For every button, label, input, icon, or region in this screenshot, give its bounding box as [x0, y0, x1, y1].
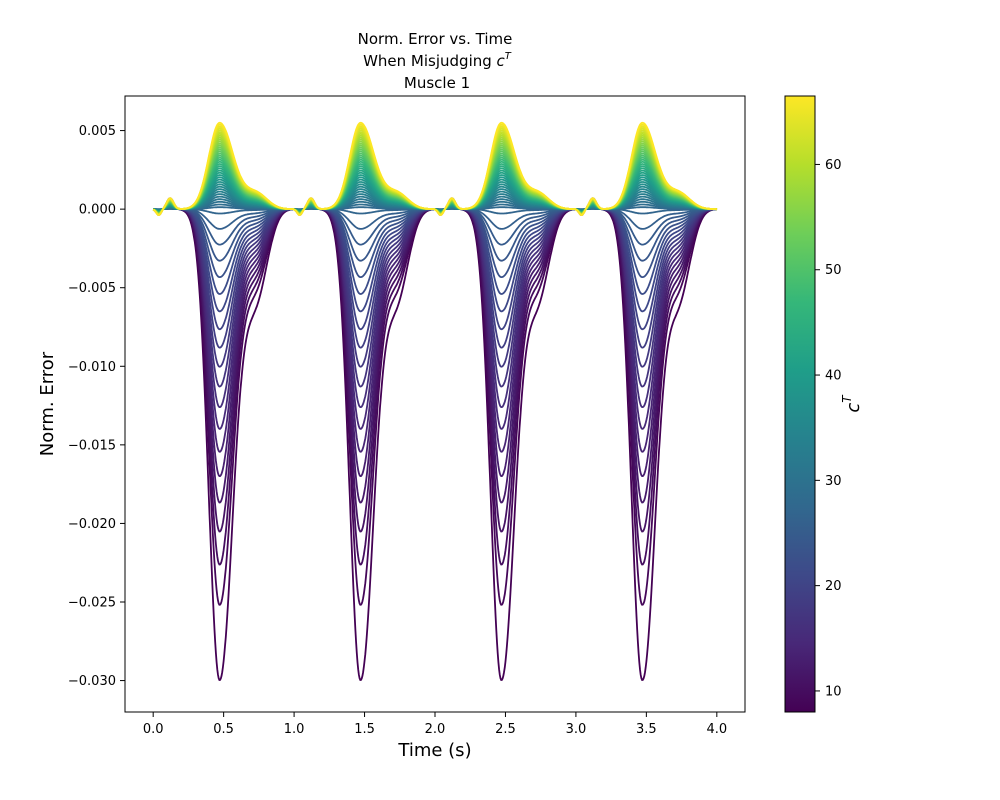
colorbar-tick-label: 30 — [825, 474, 842, 489]
x-tick-label: 2.5 — [495, 722, 516, 737]
x-axis-label: Time (s) — [397, 740, 471, 761]
x-axis-ticks: 0.0 0.5 1.0 1.5 2.0 2.5 3.0 3.5 4.0 — [143, 712, 727, 737]
x-tick-label: 3.0 — [566, 722, 587, 737]
colorbar-tick-label: 10 — [825, 684, 842, 699]
x-tick-label: 0.5 — [213, 722, 234, 737]
colorbar-tick-label: 40 — [825, 369, 842, 384]
chart-title: Norm. Error vs. Time When Misjudging cT … — [358, 30, 513, 92]
x-tick-label: 4.0 — [706, 722, 727, 737]
plot-lines — [152, 121, 718, 681]
x-tick-label: 3.5 — [636, 722, 657, 737]
series-line — [152, 121, 718, 217]
y-tick-label: −0.015 — [68, 438, 116, 453]
y-tick-label: 0.005 — [79, 124, 116, 139]
y-tick-label: −0.005 — [68, 281, 116, 296]
y-tick-label: −0.010 — [68, 360, 116, 375]
title-line-1: Norm. Error vs. Time — [358, 30, 513, 48]
y-axis-label: Norm. Error — [37, 351, 58, 456]
y-tick-label: −0.025 — [68, 596, 116, 611]
title-line-2: When Misjudging cT — [363, 51, 512, 70]
x-tick-label: 0.0 — [143, 722, 164, 737]
y-tick-label: −0.020 — [68, 517, 116, 532]
colorbar — [784, 95, 816, 713]
colorbar-tick-label: 50 — [825, 263, 842, 278]
y-tick-label: 0.000 — [79, 203, 116, 218]
title-line-3: Muscle 1 — [404, 74, 470, 92]
x-tick-label: 1.0 — [284, 722, 305, 737]
colorbar-label: cT — [840, 394, 864, 413]
colorbar-tick-label: 20 — [825, 579, 842, 594]
y-axis-ticks: 0.005 0.000 −0.005 −0.010 −0.015 −0.020 −0.025… — [68, 124, 125, 689]
x-tick-label: 1.5 — [354, 722, 375, 737]
colorbar-tick-label: 60 — [825, 158, 842, 173]
x-tick-label: 2.0 — [425, 722, 446, 737]
y-tick-label: −0.030 — [68, 674, 116, 689]
colorbar-ticks: 10 20 30 40 50 60 — [815, 158, 842, 699]
